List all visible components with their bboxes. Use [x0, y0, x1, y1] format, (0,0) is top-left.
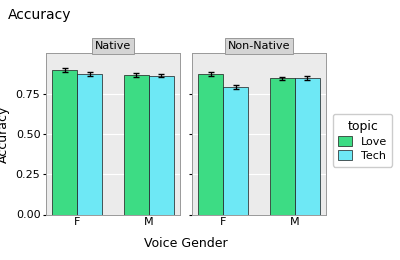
Bar: [295, 78, 320, 214]
Text: Voice Gender: Voice Gender: [144, 237, 228, 250]
Y-axis label: Accuracy: Accuracy: [0, 105, 10, 162]
Legend: Love, Tech: Love, Tech: [333, 114, 392, 167]
Title: Native: Native: [95, 41, 131, 51]
Text: Accuracy: Accuracy: [8, 8, 72, 22]
Bar: [52, 70, 77, 214]
Bar: [198, 74, 223, 214]
Title: Non-Native: Non-Native: [228, 41, 290, 51]
Bar: [223, 87, 248, 214]
Bar: [270, 78, 295, 214]
Bar: [77, 74, 102, 214]
Bar: [149, 76, 174, 214]
Bar: [124, 75, 149, 214]
